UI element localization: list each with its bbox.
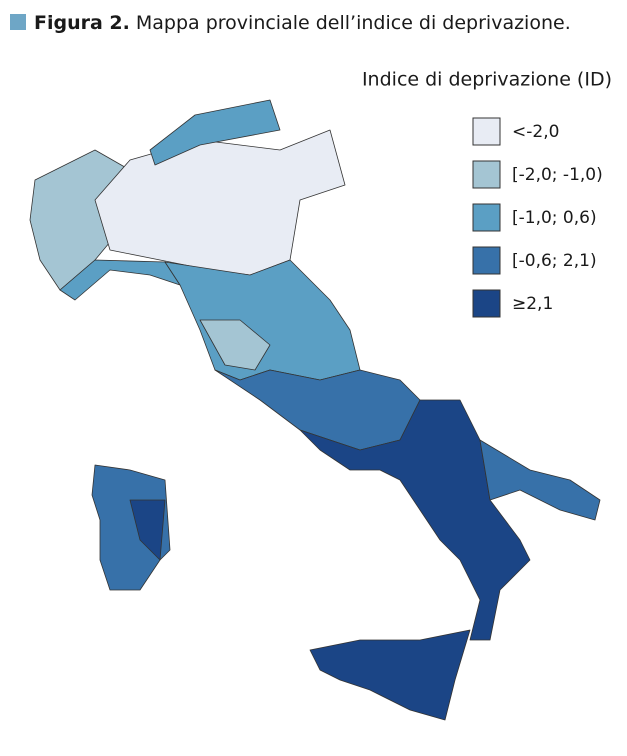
legend-title: Indice di deprivazione (ID) (362, 69, 612, 91)
legend: <-2,0 [-2,0; -1,0) [-1,0; 0,6) [-0,6; 2,1) ≥… (472, 117, 603, 318)
legend-label: <-2,0 (512, 122, 559, 142)
region (94, 129, 346, 276)
legend-label: [-0,6; 2,1) (512, 251, 597, 271)
region (129, 499, 166, 561)
region (199, 319, 271, 371)
region (309, 629, 471, 721)
figure-label: Figura 2. (34, 12, 130, 34)
legend-swatch (472, 246, 501, 275)
title-text: Mappa provinciale dell’indice di depriva… (136, 12, 571, 34)
legend-swatch (472, 289, 501, 318)
legend-swatch (472, 160, 501, 189)
map (29, 99, 601, 721)
region (299, 399, 531, 641)
region (479, 439, 601, 521)
region (59, 259, 181, 301)
region (164, 259, 361, 381)
legend-label: ≥2,1 (512, 294, 553, 314)
region (149, 99, 281, 166)
legend-swatch (472, 117, 501, 146)
title-icon (10, 14, 26, 30)
region (91, 464, 171, 591)
legend-swatch (472, 203, 501, 232)
legend-label: [-2,0; -1,0) (512, 165, 603, 185)
legend-label: [-1,0; 0,6) (512, 208, 597, 228)
figure-title: Figura 2. Mappa provinciale dell’indice d… (34, 12, 571, 34)
